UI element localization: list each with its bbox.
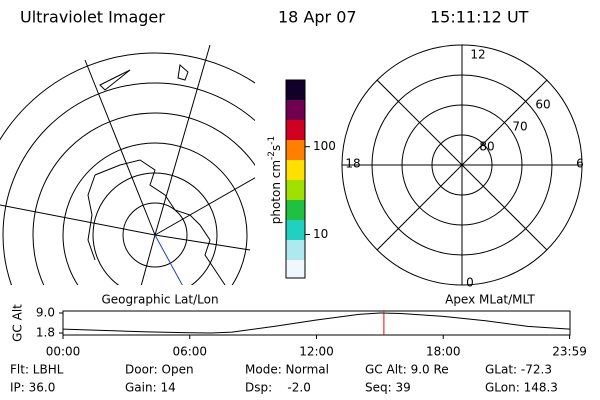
mlt-label: 18	[345, 157, 360, 171]
status-field: GLon: 148.3	[485, 381, 558, 395]
x-tick-label: 06:00	[172, 345, 207, 359]
title: Ultraviolet Imager	[20, 8, 165, 27]
x-tick-label: 18:00	[426, 345, 461, 359]
mlat-label: 60	[535, 98, 550, 112]
colorbar-tick-label: 10	[313, 227, 328, 241]
mlt-label: 12	[470, 48, 485, 62]
status-field: Door: Open	[125, 363, 194, 377]
y-tick-label: 9.0	[36, 306, 55, 320]
x-tick-label: 23:59	[552, 345, 587, 359]
colorbar-tick-label: 100	[313, 139, 336, 153]
polar-plot	[341, 44, 583, 286]
status-field: Flt: LBHL	[10, 363, 64, 377]
mlat-label: 70	[512, 120, 527, 134]
panel-label: Geographic Lat/Lon	[101, 293, 218, 307]
altitude-line	[62, 312, 570, 334]
mlat-label: 80	[479, 140, 494, 154]
status-field: IP: 36.0	[10, 381, 55, 395]
geo-map	[0, 44, 255, 285]
time: 15:11:12 UT	[430, 8, 529, 27]
colorbar-label: photon cm-2s-1	[267, 136, 283, 225]
status-field: Dsp: -2.0	[245, 381, 311, 395]
panel-label: Apex MLat/MLT	[445, 293, 535, 307]
status-field: GLat: -72.3	[485, 363, 552, 377]
status-field: Gain: 14	[125, 381, 176, 395]
status-field: Mode: Normal	[245, 363, 329, 377]
y-tick-label: 1.8	[36, 326, 55, 340]
date: 18 Apr 07	[278, 8, 357, 27]
status-field: Seq: 39	[365, 381, 411, 395]
x-tick-label: 00:00	[46, 345, 81, 359]
colorbar	[285, 79, 306, 279]
mlt-label: 6	[576, 157, 584, 171]
y-axis-label: GC Alt	[11, 304, 25, 342]
x-tick-label: 12:00	[299, 345, 334, 359]
mlt-label: 0	[466, 276, 474, 290]
status-field: GC Alt: 9.0 Re	[365, 363, 449, 377]
